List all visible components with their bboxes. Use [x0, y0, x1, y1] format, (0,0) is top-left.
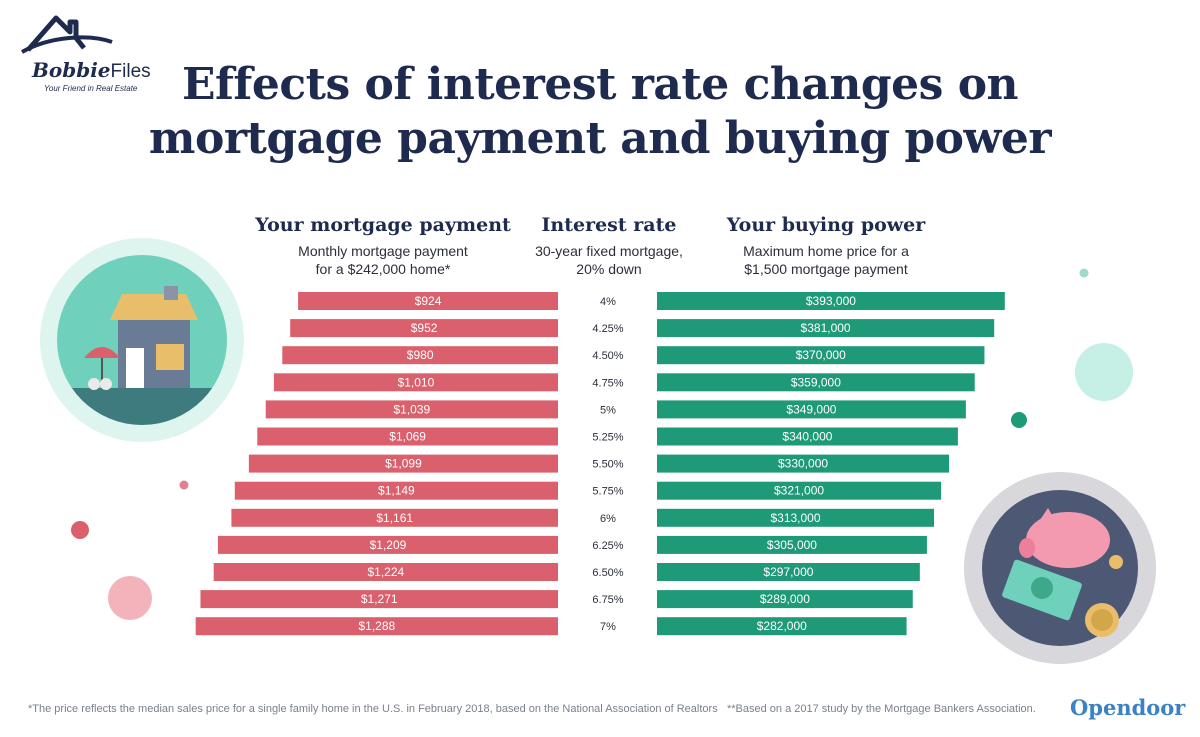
power-bar-label: $305,000	[767, 538, 817, 552]
rate-label: 6%	[600, 513, 616, 525]
rate-label: 5.25%	[592, 432, 623, 444]
payment-bar-label: $1,161	[376, 511, 413, 525]
payment-heading: Your mortgage payment	[255, 214, 511, 236]
rate-column-header: Interest rate 30-year fixed mortgage, 20…	[509, 214, 709, 278]
payment-bar	[200, 590, 558, 609]
power-bar-label: $370,000	[796, 348, 846, 362]
power-bar	[657, 563, 920, 581]
power-bar	[657, 508, 935, 527]
logo-house-icon	[21, 15, 113, 54]
power-bar-label: $359,000	[791, 375, 841, 389]
payment-subheading-1: Monthly mortgage payment	[298, 243, 468, 259]
power-bar-label: $297,000	[763, 565, 813, 579]
opendoor-brand: Opendoor	[1070, 695, 1186, 720]
payment-column-header: Your mortgage payment Monthly mortgage p…	[248, 214, 518, 278]
payment-bar	[265, 400, 558, 419]
power-bar	[657, 590, 913, 609]
footnote-left: *The price reflects the median sales pri…	[28, 703, 718, 715]
rate-label: 6.50%	[592, 567, 623, 579]
payment-bar-label: $1,010	[398, 375, 435, 389]
rate-label: 5%	[600, 404, 616, 416]
power-subheading-2: $1,500 mortgage payment	[744, 261, 908, 277]
payment-bar	[290, 319, 558, 338]
logo-tagline: Your Friend in Real Estate	[44, 84, 138, 93]
payment-bar	[248, 454, 558, 473]
power-column-header: Your buying power Maximum home price for…	[706, 214, 946, 278]
power-bar	[657, 454, 950, 473]
power-bar-label: $289,000	[760, 592, 810, 606]
payment-bar-label: $952	[411, 321, 438, 335]
power-bar-label: $381,000	[801, 321, 851, 335]
payment-bar-label: $924	[415, 294, 442, 308]
power-bar-label: $321,000	[774, 484, 824, 498]
power-bar	[657, 427, 958, 446]
payment-bar-label: $1,149	[378, 484, 415, 498]
power-bar	[657, 400, 966, 419]
power-bar-label: $349,000	[786, 402, 836, 416]
payment-bar	[282, 346, 558, 365]
power-bar	[657, 535, 927, 554]
title-line-2: mortgage payment and buying power	[148, 113, 1052, 164]
rate-label: 4.25%	[592, 323, 623, 335]
rate-label: 4.50%	[592, 350, 623, 362]
title-line-1: Effects of interest rate changes on	[181, 59, 1019, 110]
rate-label: 6.25%	[592, 540, 623, 552]
rate-label: 6.75%	[592, 594, 623, 606]
payment-bar-label: $1,209	[370, 538, 407, 552]
decorative-dots	[71, 268, 1133, 620]
payment-bar-label: $1,039	[394, 402, 431, 416]
house-illustration-icon	[40, 238, 244, 442]
payment-bar-label: $1,099	[385, 457, 422, 471]
footnote-right: **Based on a 2017 study by the Mortgage …	[727, 703, 1036, 715]
rate-subheading-2: 20% down	[576, 261, 642, 277]
rate-label: 7%	[600, 621, 616, 633]
power-bar-label: $313,000	[770, 511, 820, 525]
power-bar	[657, 292, 1005, 310]
page-title: Effects of interest rate changes on mort…	[0, 58, 1200, 166]
rate-label: 4.75%	[592, 377, 623, 389]
payment-bar-label: $1,288	[358, 619, 395, 633]
power-subheading-1: Maximum home price for a	[743, 243, 909, 259]
rate-label: 4%	[600, 296, 616, 308]
payment-bar-label: $1,224	[367, 565, 404, 579]
power-bar	[657, 373, 975, 392]
payment-bar-label: $1,069	[389, 430, 426, 444]
payment-bar	[195, 617, 558, 636]
payment-bar	[217, 535, 558, 554]
payment-bar-label: $1,271	[361, 592, 398, 606]
power-bar-label: $282,000	[757, 619, 807, 633]
rate-subheading-1: 30-year fixed mortgage,	[535, 243, 683, 259]
logo-files: Files	[110, 61, 151, 82]
power-bar	[657, 319, 995, 338]
power-bar	[657, 481, 942, 500]
payment-bar	[298, 292, 558, 310]
logo: BobbieFiles Your Friend in Real Estate	[14, 12, 174, 98]
bars-layer: $924 4% $393,000 $952 4.25% $381,000 $980 4.50%…	[195, 292, 1005, 636]
payment-subheading-2: for a $242,000 home*	[315, 261, 451, 277]
power-bar-label: $340,000	[782, 430, 832, 444]
payment-bar	[213, 563, 559, 581]
power-bar-label: $330,000	[778, 457, 828, 471]
power-bar	[657, 346, 985, 365]
logo-name: Bobbie	[32, 58, 111, 82]
payment-bar	[231, 508, 558, 527]
rate-label: 5.50%	[592, 459, 623, 471]
rate-heading: Interest rate	[541, 214, 677, 236]
payment-bar-label: $980	[407, 348, 434, 362]
power-bar	[657, 617, 907, 636]
payment-bar	[257, 427, 558, 446]
power-heading: Your buying power	[726, 214, 926, 236]
payment-bar	[234, 481, 558, 500]
piggy-bank-illustration-icon	[964, 472, 1156, 664]
rate-label: 5.75%	[592, 486, 623, 498]
power-bar-label: $393,000	[806, 294, 856, 308]
payment-bar	[273, 373, 558, 392]
